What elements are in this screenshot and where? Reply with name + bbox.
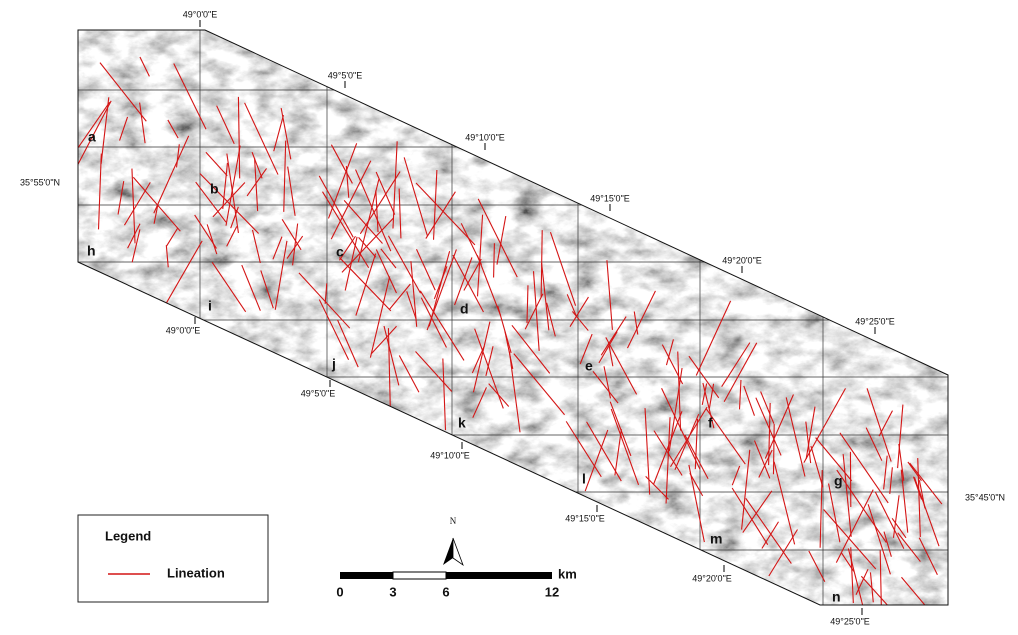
latitude-label: 35°55'0"N [20,177,60,187]
cell-label: e [585,358,593,374]
scale-label: 12 [545,584,559,599]
legend: Legend Lineation [78,515,268,602]
cell-label: g [834,473,843,489]
longitude-label: 49°25'0"E [855,316,895,326]
legend-label: Lineation [167,565,225,580]
cell-label: f [708,415,713,431]
north-arrow: N [443,516,463,565]
scale-bar: 0 3 6 12 km [336,566,576,599]
cell-label: n [832,589,841,605]
longitude-label: 49°25'0"E [830,616,870,626]
cell-label: k [458,415,466,431]
longitude-label: 49°15'0"E [565,513,605,523]
cell-label: m [710,531,722,547]
cell-label: d [460,301,469,317]
cell-label: j [331,356,336,372]
scale-unit: km [558,566,577,581]
scale-label: 0 [336,584,343,599]
legend-title: Legend [105,528,151,543]
longitude-label: 49°5'0"E [301,388,336,398]
longitude-label: 49°20'0"E [692,573,732,583]
cell-label: i [208,298,212,314]
longitude-label: 49°5'0"E [328,70,363,80]
cell-label: c [336,244,344,260]
cell-label: b [210,181,219,197]
cell-label: h [87,243,96,259]
scale-label: 3 [389,584,396,599]
longitude-label: 49°10'0"E [430,450,470,460]
cell-label: l [582,471,586,487]
longitude-label: 49°20'0"E [722,255,762,265]
cell-label: a [88,129,96,145]
longitude-label: 49°10'0"E [465,132,505,142]
longitude-label: 49°15'0"E [590,193,630,203]
lineation [773,424,774,474]
longitude-label: 49°0'0"E [183,9,218,19]
longitude-label: 49°0'0"E [166,325,201,335]
scale-label: 6 [442,584,449,599]
north-label: N [450,516,457,526]
latitude-label: 35°45'0"N [965,492,1005,502]
